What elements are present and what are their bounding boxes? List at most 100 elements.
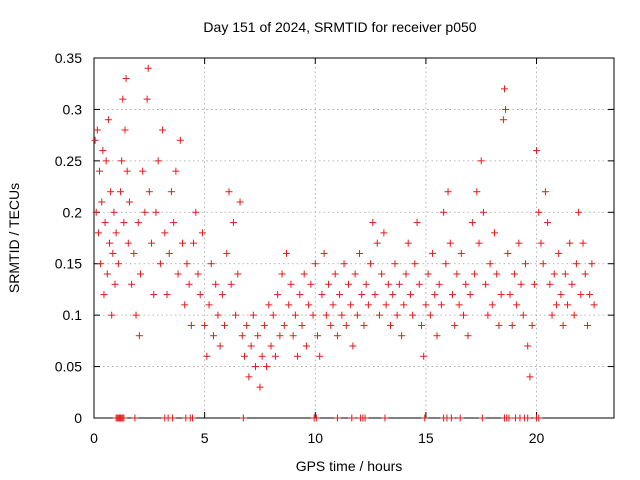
data-point xyxy=(139,167,147,175)
data-point xyxy=(174,270,182,278)
data-point xyxy=(105,239,113,247)
data-point xyxy=(409,311,417,319)
data-point xyxy=(517,280,525,288)
data-point xyxy=(165,249,173,257)
data-point xyxy=(510,270,518,278)
data-point xyxy=(187,321,195,329)
data-point xyxy=(161,229,169,237)
data-point xyxy=(93,126,101,134)
data-point xyxy=(311,260,319,268)
data-point xyxy=(468,219,476,227)
y-tick-label: 0.3 xyxy=(63,101,83,117)
data-point xyxy=(491,229,499,237)
data-point xyxy=(486,260,494,268)
data-point xyxy=(478,414,486,422)
data-point xyxy=(170,219,178,227)
data-point xyxy=(471,270,479,278)
data-point xyxy=(107,188,115,196)
data-point xyxy=(448,291,456,299)
y-tick-label: 0.25 xyxy=(55,153,82,169)
data-point xyxy=(122,75,130,83)
data-point xyxy=(240,352,248,360)
data-point xyxy=(94,229,102,237)
data-point xyxy=(194,270,202,278)
data-point xyxy=(493,270,501,278)
data-point xyxy=(318,291,326,299)
data-point xyxy=(406,291,414,299)
data-point xyxy=(380,229,388,237)
data-point xyxy=(280,321,288,329)
data-point xyxy=(577,291,585,299)
y-tick-label: 0 xyxy=(74,410,82,426)
data-point xyxy=(181,301,189,309)
data-point xyxy=(398,332,406,340)
y-axis: 0 0.05 0.1 0.15 0.2 0.25 0.3 0.35 xyxy=(55,50,614,426)
data-point xyxy=(192,208,200,216)
data-point xyxy=(205,301,213,309)
data-point xyxy=(302,342,310,350)
data-point xyxy=(548,311,556,319)
data-point xyxy=(435,280,443,288)
data-point xyxy=(298,321,306,329)
data-point xyxy=(274,291,282,299)
data-point xyxy=(535,208,543,216)
data-point xyxy=(455,301,463,309)
data-point xyxy=(125,198,133,206)
data-point xyxy=(521,260,529,268)
data-point xyxy=(300,270,308,278)
data-point xyxy=(462,280,470,288)
data-point xyxy=(460,311,468,319)
x-axis-label: GPS time / hours xyxy=(296,458,403,474)
data-point xyxy=(305,301,313,309)
data-point xyxy=(256,383,264,391)
data-point xyxy=(185,280,193,288)
data-point xyxy=(338,311,346,319)
data-point xyxy=(568,280,576,288)
y-tick-label: 0.05 xyxy=(55,359,82,375)
data-point xyxy=(121,126,129,134)
data-point xyxy=(109,249,117,257)
data-point xyxy=(421,414,429,422)
data-point xyxy=(245,373,253,381)
data-point xyxy=(278,270,286,278)
data-point xyxy=(344,280,352,288)
data-point xyxy=(227,280,235,288)
data-point xyxy=(384,280,392,288)
data-point xyxy=(183,260,191,268)
data-point xyxy=(364,301,372,309)
data-point xyxy=(145,188,153,196)
data-point xyxy=(159,126,167,134)
data-point xyxy=(456,414,464,422)
data-point xyxy=(152,208,160,216)
data-point xyxy=(110,208,118,216)
data-point xyxy=(378,270,386,278)
data-point xyxy=(557,291,565,299)
data-point xyxy=(322,311,330,319)
data-point xyxy=(429,249,437,257)
chart-title: Day 151 of 2024, SRMTID for receiver p05… xyxy=(203,19,476,35)
x-tick-label: 5 xyxy=(201,430,209,446)
data-point xyxy=(402,270,410,278)
data-point xyxy=(243,321,251,329)
data-point xyxy=(265,301,273,309)
data-point xyxy=(179,239,187,247)
data-point xyxy=(356,249,364,257)
data-point xyxy=(446,239,454,247)
data-point xyxy=(214,311,222,319)
data-point xyxy=(190,239,198,247)
data-point xyxy=(499,116,507,124)
data-point xyxy=(426,311,434,319)
data-point xyxy=(98,198,106,206)
data-point xyxy=(333,332,341,340)
data-point xyxy=(367,260,375,268)
data-point xyxy=(515,239,523,247)
data-point xyxy=(91,136,99,144)
data-point xyxy=(373,239,381,247)
data-point xyxy=(196,291,204,299)
data-point xyxy=(236,198,244,206)
data-point xyxy=(201,321,209,329)
data-point xyxy=(572,260,580,268)
data-point xyxy=(417,321,425,329)
y-tick-label: 0.2 xyxy=(63,204,83,220)
